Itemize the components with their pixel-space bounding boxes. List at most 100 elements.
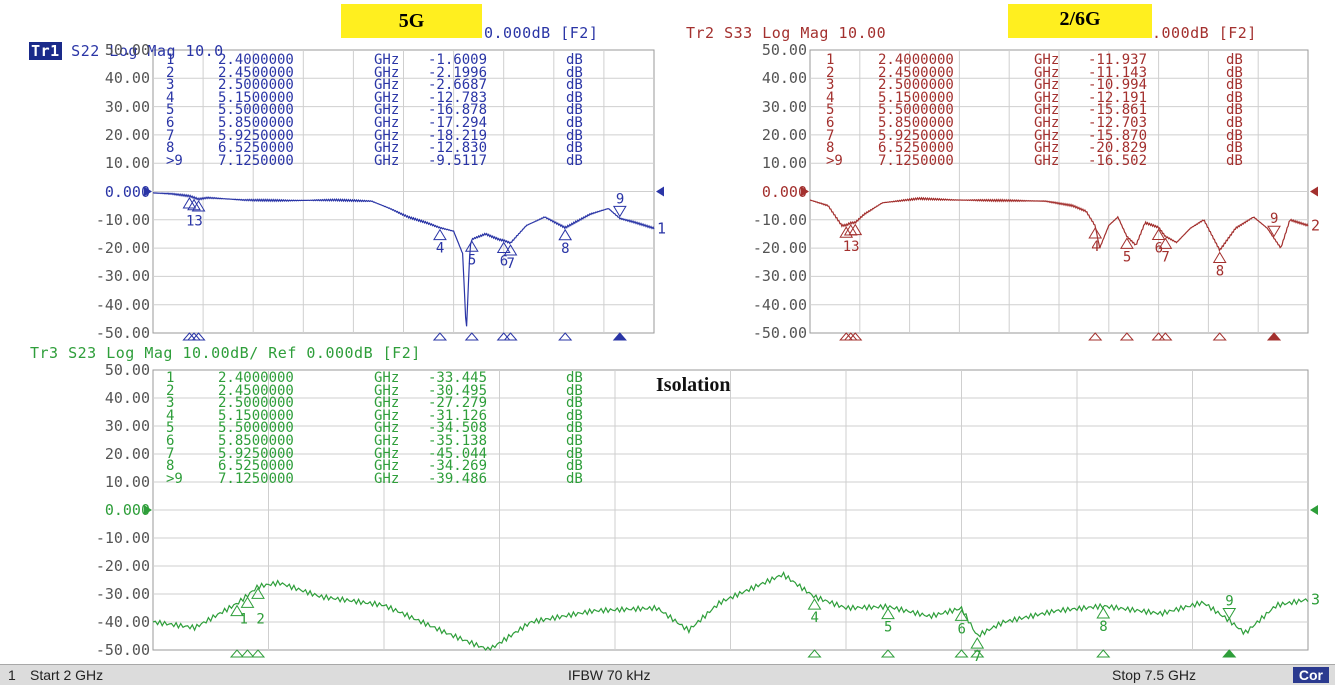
marker-number: 4	[166, 407, 175, 424]
tr3-y-tick-label: 0.000	[104, 501, 150, 519]
correction-indicator[interactable]: Cor	[1292, 667, 1329, 683]
isolation-label: Isolation	[656, 374, 731, 396]
marker-value: -33.445	[428, 370, 488, 386]
marker-value: -17.294	[428, 114, 488, 131]
tr3-y-tick-label: 20.00	[104, 445, 150, 463]
tr3-marker-triangle	[230, 604, 244, 617]
marker-unit: GHz	[374, 395, 400, 412]
marker-number: 2	[826, 64, 835, 81]
tr1-marker-label: 8	[561, 241, 569, 257]
marker-value: -2.1996	[428, 64, 488, 81]
trace1-badge[interactable]: Tr1	[29, 42, 62, 60]
tr3-marker-triangle	[1222, 608, 1237, 620]
marker-number: 6	[166, 432, 175, 449]
marker-number: 4	[826, 89, 835, 106]
tr1-marker-label: 9	[616, 191, 624, 207]
tr1-marker-triangle	[558, 228, 573, 241]
marker-unit: GHz	[1034, 152, 1060, 169]
tr2-y-tick-label: 30.00	[761, 97, 807, 116]
marker-value: -9.5117	[428, 152, 488, 169]
marker-frequency: 5.9250000	[878, 127, 954, 144]
tr1-axis-marker	[191, 332, 206, 341]
marker-db-unit: dB	[1226, 114, 1243, 131]
stop-frequency[interactable]: Stop 7.5 GHz	[1112, 667, 1197, 683]
tr1-marker-label: 4	[436, 241, 444, 257]
marker-unit: GHz	[374, 89, 400, 106]
tr3-y-tick-label: -40.00	[95, 613, 150, 631]
tr2-marker-label: 8	[1216, 263, 1224, 279]
marker-value: -2.6687	[428, 77, 488, 94]
marker-number: 8	[826, 140, 835, 157]
marker-db-unit: dB	[566, 127, 583, 144]
tr3-marker-triangle	[954, 609, 969, 621]
marker-db-unit: dB	[1226, 102, 1243, 119]
marker-frequency: 7.1250000	[218, 152, 294, 169]
marker-frequency: 2.4500000	[218, 382, 294, 399]
tr3-ref-left-arrow-icon	[144, 505, 152, 515]
trace3-header[interactable]: Tr3 S23 Log Mag 10.00dB/ Ref 0.000dB [F2…	[30, 344, 421, 362]
marker-db-unit: dB	[566, 89, 583, 106]
tr3-ref-right-arrow-icon	[1310, 505, 1318, 515]
tr1-marker-triangle	[187, 198, 201, 211]
channel-number[interactable]: 1	[8, 667, 16, 683]
marker-value: -18.219	[428, 127, 488, 144]
marker-frequency: 5.9250000	[218, 127, 294, 144]
tr3-y-tick-label: 30.00	[104, 417, 150, 435]
marker-db-unit: dB	[566, 458, 583, 475]
trace2-header[interactable]: Tr2 S33 Log Mag 10.00	[686, 24, 887, 42]
band-label-5g: 5G	[341, 4, 482, 38]
marker-frequency: 2.4000000	[218, 52, 294, 68]
tr2-ref-right-arrow-icon	[1310, 186, 1318, 197]
marker-value: -39.486	[428, 470, 488, 487]
marker-unit: GHz	[1034, 114, 1060, 131]
tr1-y-tick-label: 50.00	[104, 41, 150, 59]
marker-db-unit: dB	[566, 114, 583, 131]
marker-unit: GHz	[374, 458, 400, 475]
tr1-y-tick-label: 0.000	[104, 182, 150, 201]
tr2-y-tick-label: -30.00	[752, 267, 807, 286]
tr2-axis-marker	[1266, 332, 1282, 341]
marker-db-unit: dB	[566, 370, 583, 386]
tr2-y-tick-label: 0.000	[761, 182, 807, 201]
tr2-marker-label: 5	[1123, 249, 1131, 265]
tr1-marker-triangle	[191, 200, 206, 212]
marker-number: 5	[826, 102, 835, 119]
tr1-axis-marker	[496, 332, 511, 341]
marker-number: 1	[826, 52, 835, 68]
marker-frequency: 2.4500000	[218, 64, 294, 81]
start-frequency[interactable]: Start 2 GHz	[30, 667, 104, 683]
tr2-axis-marker	[1158, 332, 1173, 341]
tr1-marker-label: 5	[468, 252, 476, 268]
tr3-marker-triangle	[240, 596, 255, 608]
trace2-header-tail: .000dB [F2]	[1152, 24, 1257, 42]
marker-number: >9	[166, 470, 183, 487]
tr1-end-label: 1	[657, 219, 666, 237]
tr3-y-tick-label: -30.00	[95, 585, 150, 603]
marker-frequency: 6.5250000	[878, 140, 954, 157]
marker-frequency: 2.4000000	[878, 52, 954, 68]
tr3-marker-label: 5	[884, 620, 892, 636]
tr1-axis-marker	[464, 332, 479, 341]
marker-unit: GHz	[1034, 140, 1060, 157]
tr1-y-tick-label: -10.00	[95, 210, 150, 229]
trace1-header[interactable]: Tr1 S22 Log Mag 10.0	[10, 24, 224, 60]
marker-unit: GHz	[374, 114, 400, 131]
marker-frequency: 5.8500000	[218, 432, 294, 449]
marker-unit: GHz	[374, 127, 400, 144]
marker-number: 5	[166, 102, 175, 119]
tr2-marker-triangle	[843, 224, 858, 236]
tr1-marker-triangle	[612, 205, 627, 218]
band-label-26g: 2/6G	[1008, 4, 1152, 38]
status-bar: 1 Start 2 GHz IFBW 70 kHz Stop 7.5 GHz C…	[0, 664, 1335, 685]
marker-frequency: 6.5250000	[218, 458, 294, 475]
marker-db-unit: dB	[1226, 64, 1243, 81]
ifbw-value[interactable]: IFBW 70 kHz	[568, 667, 651, 683]
marker-db-unit: dB	[1226, 152, 1243, 169]
marker-unit: GHz	[374, 140, 400, 157]
marker-unit: GHz	[374, 152, 400, 169]
tr2-end-label: 2	[1311, 216, 1320, 234]
tr1-y-tick-label: -40.00	[95, 295, 150, 314]
marker-number: >9	[166, 152, 183, 169]
marker-value: -16.878	[428, 102, 488, 119]
marker-value: -16.502	[1088, 152, 1148, 169]
